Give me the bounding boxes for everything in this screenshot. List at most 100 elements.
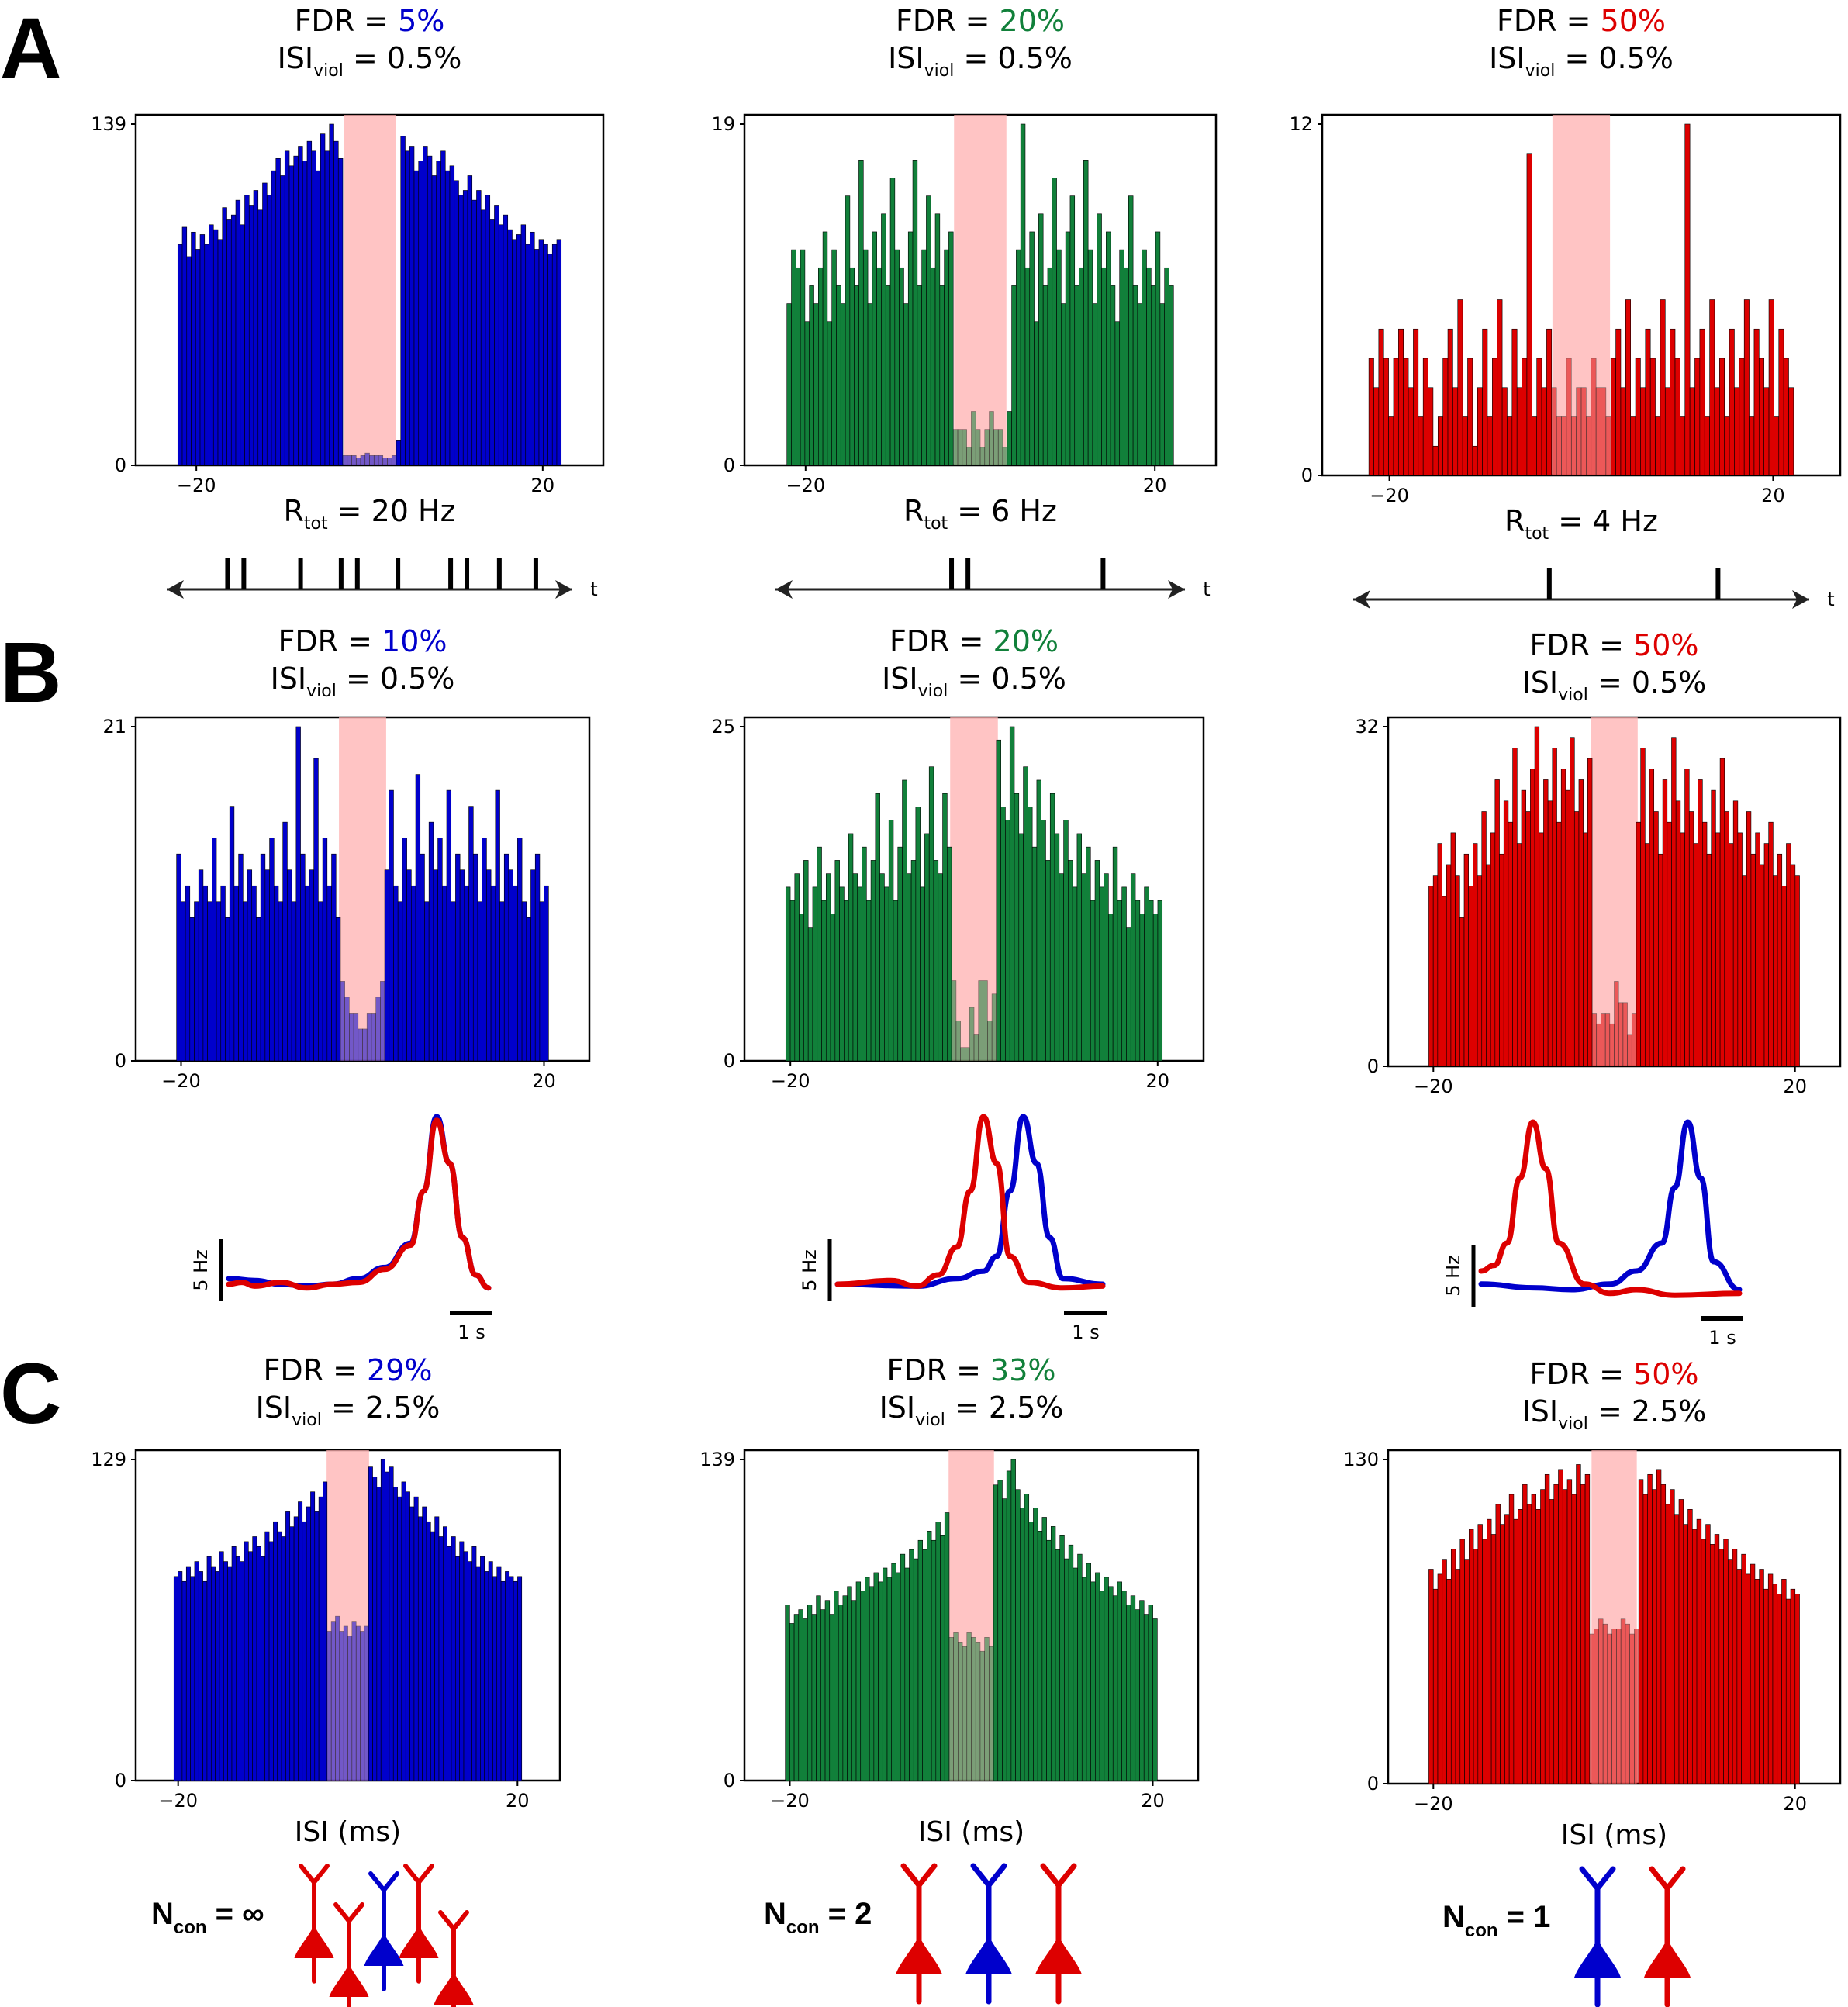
- bar: [393, 885, 399, 1062]
- bar: [1634, 1629, 1639, 1784]
- bar: [1642, 1494, 1648, 1784]
- bar: [1130, 1595, 1136, 1781]
- fdr-value: 50%: [1601, 4, 1666, 38]
- ytick-max-label: 21: [102, 716, 126, 738]
- bar: [195, 249, 201, 466]
- bar: [287, 869, 292, 1062]
- chart-title-fdr: FDR = 50%: [1497, 4, 1666, 38]
- bar: [1571, 1494, 1577, 1784]
- bar: [1767, 1573, 1774, 1784]
- fdr-value: 5%: [398, 4, 444, 38]
- bar: [1746, 1573, 1751, 1784]
- bar: [300, 853, 306, 1062]
- isi-subscript: viol: [1558, 1415, 1588, 1434]
- bar: [966, 1632, 972, 1781]
- bar: [1729, 843, 1734, 1067]
- bar: [335, 917, 341, 1062]
- time-arrow-right: [555, 580, 572, 599]
- bar: [556, 239, 562, 466]
- neuron-red: [1644, 1866, 1691, 2007]
- bar: [285, 1511, 291, 1781]
- bar: [1576, 1464, 1581, 1784]
- chart-b3: FDR = 50%ISIviol = 0.5%320−20 205 Hz1 s: [1355, 628, 1842, 1349]
- bar: [1710, 1544, 1715, 1784]
- bar: [1734, 387, 1740, 476]
- ytick-max-label: 129: [91, 1449, 126, 1470]
- panel-letter-b: B: [0, 625, 61, 720]
- bar: [1121, 1591, 1127, 1781]
- scale-y-label: 5 Hz: [190, 1249, 212, 1291]
- bar: [220, 885, 226, 1062]
- bar: [413, 1496, 419, 1781]
- bar: [538, 239, 544, 466]
- bar: [978, 980, 983, 1062]
- bar: [298, 146, 303, 466]
- bar: [1164, 267, 1169, 466]
- chart-title-isi: ISIviol = 0.5%: [1522, 665, 1707, 705]
- bar: [1508, 1494, 1515, 1784]
- bar: [927, 1531, 932, 1781]
- bar: [194, 901, 199, 1062]
- bar: [789, 1623, 795, 1781]
- bar: [785, 1605, 790, 1781]
- bar: [178, 1571, 183, 1781]
- bar: [1749, 416, 1755, 476]
- fdr-prefix: FDR =: [896, 4, 1000, 38]
- bar: [202, 885, 208, 1062]
- bar: [975, 429, 981, 466]
- fdr-value: 33%: [990, 1353, 1055, 1387]
- time-arrow-left: [167, 580, 184, 599]
- bar: [1684, 123, 1691, 476]
- isi-suffix: = 0.5%: [337, 662, 455, 696]
- bar: [266, 195, 272, 466]
- bar: [392, 1487, 398, 1781]
- bar: [940, 1535, 945, 1781]
- chart-title-fdr: FDR = 20%: [889, 624, 1059, 658]
- chart-title-fdr: FDR = 50%: [1530, 628, 1699, 662]
- isi-prefix: ISI: [882, 662, 918, 696]
- neuron-dendrite: [438, 1910, 469, 1978]
- fdr-value: 20%: [1000, 4, 1065, 38]
- bar: [409, 1506, 415, 1781]
- bar: [436, 161, 441, 466]
- bar: [1455, 875, 1460, 1067]
- ellipsis: ...: [500, 1986, 526, 2007]
- bar: [1702, 821, 1708, 1067]
- bar: [881, 213, 886, 466]
- chart-title-fdr: FDR = 20%: [896, 4, 1065, 38]
- neuron-red: [896, 1863, 942, 2005]
- bar: [1459, 917, 1465, 1067]
- bar: [1139, 1600, 1145, 1781]
- bar: [800, 249, 806, 466]
- xtick-label: 20: [532, 1070, 556, 1092]
- bar: [1398, 328, 1404, 476]
- bar: [458, 195, 464, 466]
- bar: [443, 1526, 447, 1781]
- bar: [1755, 832, 1760, 1067]
- bar: [1709, 299, 1715, 476]
- isi-prefix: ISI: [278, 41, 314, 75]
- bar: [326, 1631, 332, 1781]
- rate-prefix: R: [903, 494, 924, 528]
- bar: [1544, 1473, 1550, 1784]
- bar: [1566, 1479, 1573, 1784]
- bar: [1595, 387, 1601, 476]
- bar: [1674, 1514, 1680, 1784]
- bar: [1583, 832, 1588, 1067]
- scale-y-label: 5 Hz: [1442, 1255, 1464, 1297]
- bar: [517, 838, 523, 1062]
- bar: [426, 1521, 431, 1781]
- bar: [1638, 1479, 1644, 1784]
- bar: [951, 980, 957, 1062]
- bar: [979, 447, 986, 466]
- bar: [451, 1536, 456, 1781]
- bar: [373, 455, 379, 466]
- bar: [347, 1636, 353, 1781]
- fdr-prefix: FDR =: [1530, 1357, 1634, 1391]
- bar: [471, 199, 477, 466]
- bar: [1714, 1534, 1720, 1784]
- bar: [847, 1586, 852, 1781]
- bar: [1561, 416, 1567, 476]
- bar: [355, 458, 361, 466]
- bar: [1540, 1489, 1546, 1784]
